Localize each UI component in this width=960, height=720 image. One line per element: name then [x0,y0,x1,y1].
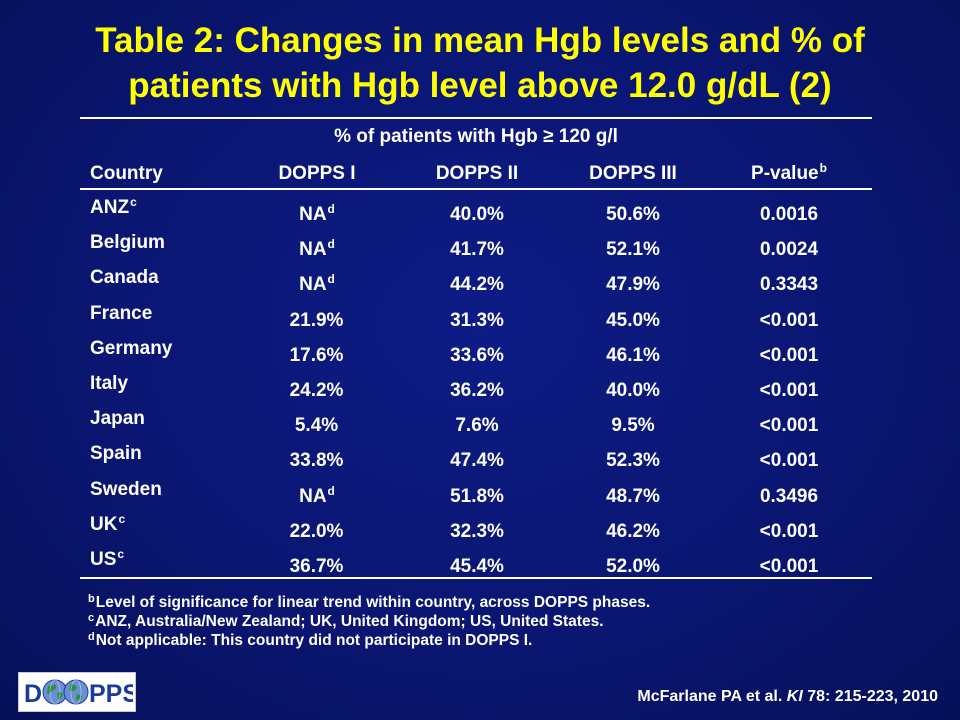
row-pvalue: 0.3496 [759,485,819,507]
col-header-pvalue: P-valueb [751,161,827,184]
dopps-logo-mark: D PPS [24,679,133,708]
row-dopps-3: 45.0% [606,309,660,331]
col-header-country: Country [90,163,163,184]
row-dopps-1: 5.4% [294,415,339,437]
row-dopps-1: NAd [299,202,335,225]
dopps-logo: D PPS [18,672,136,712]
row-dopps-2: 7.6% [455,415,499,437]
row-dopps-3: 48.7% [606,485,660,507]
table-row: USc 36.7% 45.4% 52.0% <0.001 [80,547,872,579]
row-dopps-3: 9.5% [611,415,655,437]
row-pvalue: <0.001 [759,415,819,437]
table-row: ANZc NAd 40.0% 50.6% 0.0016 [80,195,872,227]
citation: McFarlane PA et al. KI 78: 215-223, 2010 [637,688,938,705]
title-line-2: patients with Hgb level above 12.0 g/dL … [128,66,832,105]
table-row: Japan 5.4% 7.6% 9.5% <0.001 [80,408,872,438]
footnotes: bLevel of significance for linear trend … [88,593,888,650]
col-header-dopps-2: DOPPS II [435,163,519,184]
row-dopps-3: 46.1% [606,344,660,366]
row-dopps-3: 46.2% [606,520,660,542]
row-country: Sweden [90,478,162,500]
slide-title: Table 2: Changes in mean Hgb levels and … [40,18,920,108]
table-row: France 21.9% 31.3% 45.0% <0.001 [80,303,872,333]
row-pvalue: <0.001 [759,556,819,577]
row-country: Canada [90,267,159,289]
row-dopps-2: 33.6% [450,344,504,366]
table-bottom-rule [80,577,872,579]
row-pvalue: <0.001 [759,380,819,401]
row-dopps-1: 33.8% [289,450,344,472]
row-country: Italy [90,373,129,394]
globe-icon [42,679,68,705]
footnote-b: bLevel of significance for linear trend … [88,593,651,612]
row-dopps-3: 40.0% [606,380,660,401]
row-dopps-1: NAd [299,237,335,261]
row-dopps-3: 52.1% [606,239,660,261]
logo-text-right: PPS [89,680,133,708]
row-dopps-2: 47.4% [450,450,504,472]
row-dopps-2: 41.7% [450,239,504,261]
row-country: France [90,302,153,324]
row-pvalue: <0.001 [759,344,819,366]
row-dopps-2: 31.3% [450,309,504,331]
row-dopps-1: NAd [299,483,335,507]
row-dopps-2: 32.3% [450,520,504,542]
table-row: Spain 33.8% 47.4% 52.3% <0.001 [80,443,872,473]
table-row: Germany 17.6% 33.6% 46.1% <0.001 [80,338,872,368]
table-top-rule [80,117,872,119]
row-country: Belgium [90,232,165,254]
table-row: Belgium NAd 41.7% 52.1% 0.0024 [80,232,872,262]
row-dopps-1: 22.0% [289,520,344,542]
row-country: ANZc [90,195,137,218]
row-pvalue: 0.0024 [759,239,819,261]
row-dopps-1: NAd [299,272,335,296]
row-country: USc [90,547,125,570]
table-row: Italy 24.2% 36.2% 40.0% <0.001 [80,373,872,403]
row-country: Japan [90,408,145,430]
col-header-dopps-1: DOPPS I [278,163,356,184]
row-dopps-1: 21.9% [289,309,344,331]
row-pvalue: <0.001 [759,309,819,331]
table-row: Canada NAd 44.2% 47.9% 0.3343 [80,267,872,297]
row-country: Germany [90,337,173,359]
row-pvalue: 0.3343 [759,274,819,296]
row-pvalue: <0.001 [759,450,819,472]
row-dopps-2: 51.8% [450,485,504,507]
table-header-row: Country DOPPS I DOPPS II DOPPS III P-val… [80,161,872,193]
table-header-rule [80,188,872,190]
row-country: UKc [90,511,126,535]
row-dopps-3: 47.9% [606,274,660,296]
footnote-d: dNot applicable: This country did not pa… [88,631,533,650]
row-dopps-2: 45.4% [450,556,504,577]
title-line-1: Table 2: Changes in mean Hgb levels and … [95,21,865,60]
row-dopps-1: 17.6% [289,344,344,366]
row-dopps-3: 52.0% [606,556,660,577]
col-header-dopps-3: DOPPS III [589,163,677,184]
globe-icon-2 [63,679,89,705]
row-dopps-2: 40.0% [450,204,504,225]
table-row: UKc 22.0% 32.3% 46.2% <0.001 [80,511,872,544]
row-dopps-3: 50.6% [606,204,660,225]
footnote-c: cANZ, Australia/New Zealand; UK, United … [88,612,604,631]
row-dopps-3: 52.3% [606,450,660,472]
row-country: Spain [90,443,142,465]
row-dopps-2: 36.2% [450,380,504,401]
row-dopps-1: 36.7% [289,556,344,577]
table-row: Sweden NAd 51.8% 48.7% 0.3496 [80,479,872,509]
logo-text-left: D [24,680,42,708]
row-dopps-2: 44.2% [450,274,504,296]
row-pvalue: 0.0016 [759,204,819,225]
row-pvalue: <0.001 [759,520,819,542]
table-subheader: % of patients with Hgb ≥ 120 g/l [334,126,618,147]
row-dopps-1: 24.2% [289,380,344,401]
